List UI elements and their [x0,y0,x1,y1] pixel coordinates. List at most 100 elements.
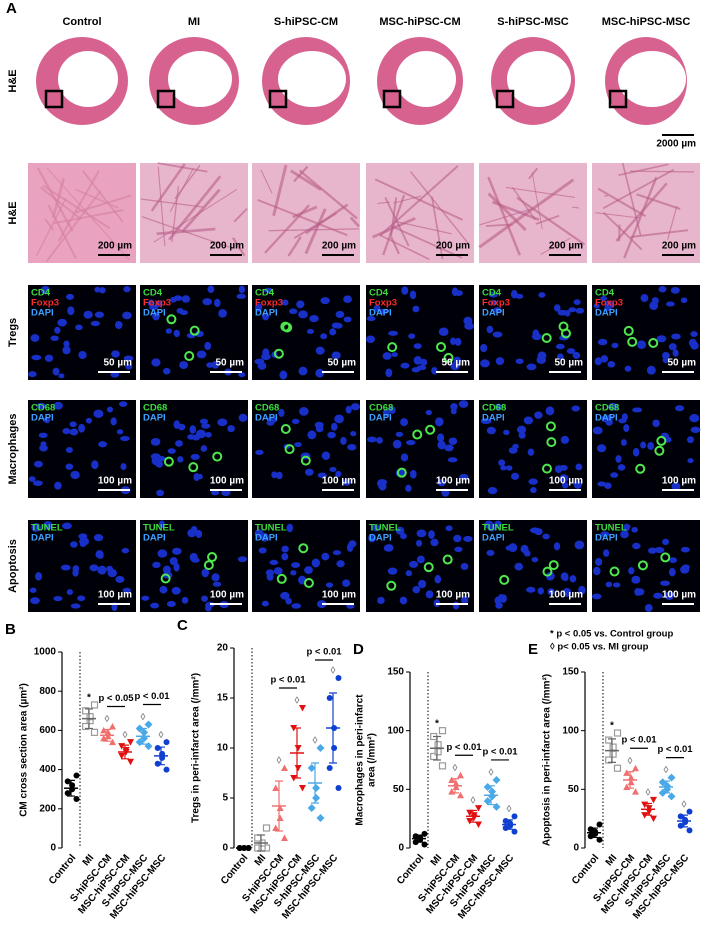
nucleus [437,433,445,443]
error-bar [121,744,129,760]
nucleus [413,343,422,349]
stained-cell [423,562,434,573]
stain-label: DAPI [255,533,278,544]
nucleus [39,444,48,452]
stain-label: Foxp3 [255,298,283,309]
nucleus [98,441,108,448]
nucleus [506,465,513,471]
nucleus [34,460,43,468]
nucleus [405,484,412,492]
nucleus [279,370,288,380]
stain-label: Foxp3 [143,298,171,309]
nucleus [454,546,463,552]
column-title: MSC-hiPSC-CM [379,16,460,28]
nucleus [31,354,42,361]
nucleus [199,418,209,425]
nucleus [385,368,393,378]
nucleus [201,568,210,578]
nucleus [523,416,534,425]
nucleus [40,285,50,295]
nucleus [193,473,200,481]
error-bar [311,762,319,804]
significance-mark: ◊ [331,666,336,677]
nucleus [286,523,294,533]
stained-cell [660,552,671,563]
nucleus [106,406,114,413]
nucleus [368,533,376,543]
stained-cell [203,560,214,571]
significance-mark: * [435,718,439,729]
nucleus [309,314,319,323]
nucleus [288,308,298,315]
y-tick-label: 50 [393,784,405,795]
tissue-fiber [395,220,452,235]
nucleus [65,463,74,470]
nucleus [50,335,59,341]
roi-box [608,89,628,109]
data-point [488,792,497,801]
nucleus [460,563,469,571]
nucleus [444,444,454,452]
data-point [294,745,302,752]
y-tick-label: 5 [222,793,228,804]
stained-cell [184,351,195,362]
data-point [667,792,676,801]
significance-mark: ◊ [682,799,687,810]
nucleus [254,529,264,538]
nucleus [122,587,131,594]
nucleus [553,304,561,312]
nucleus [382,352,392,360]
data-point [466,818,474,825]
nucleus [190,453,200,461]
scale-label: 100 µm [662,476,696,487]
nucleus [671,333,681,340]
nucleus [334,414,344,424]
nucleus [166,600,176,608]
nucleus [387,567,398,575]
tissue-fiber [51,178,65,219]
tissue-fiber [630,229,689,238]
nucleus [640,441,647,449]
nucleus [571,405,580,412]
nucleus [690,331,698,337]
nucleus [335,470,342,478]
nucleus [261,353,271,361]
nucleus [559,474,569,483]
nucleus [38,432,48,438]
nucleus [400,453,409,462]
nucleus [418,579,427,589]
stained-cell [443,352,454,363]
image-panel: 200 µm [478,163,587,263]
nucleus [35,572,43,581]
nucleus [218,308,227,318]
nucleus [405,570,413,577]
nucleus [367,436,378,443]
data-point [154,745,161,752]
comparison-label: p < 0.01 [270,675,306,686]
nucleus [262,312,270,321]
stain-label: TUNEL [482,523,514,534]
nucleus [662,356,670,364]
nucleus [600,531,610,538]
nucleus [430,538,439,547]
nucleus [597,338,608,346]
data-point [90,728,99,736]
tissue-fiber [478,178,575,249]
nucleus [320,333,328,340]
stained-cell [386,580,397,591]
nucleus [62,346,71,355]
nucleus [631,575,641,584]
nucleus [664,591,674,601]
error-bar [662,780,670,794]
nucleus [445,525,453,532]
nucleus [334,322,343,329]
error-bar [329,692,337,764]
fluor-image [252,285,360,380]
nucleus [687,436,694,444]
nucleus [660,580,671,586]
image-panel [262,37,350,125]
data-point [122,747,130,754]
